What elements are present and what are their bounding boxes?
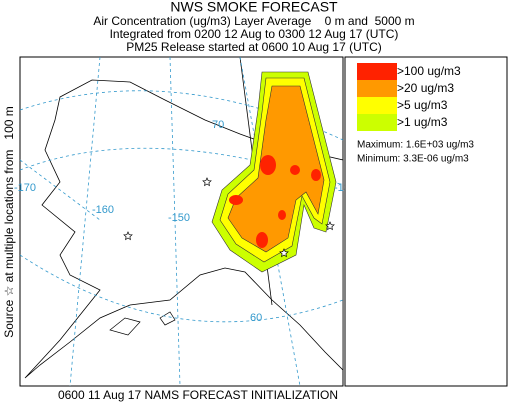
legend-label: >5 ug/m3 xyxy=(397,98,448,112)
graticule xyxy=(69,56,101,387)
graticule xyxy=(19,254,344,323)
legend: Maximum: 1.6E+03 ug/m3 Minimum: 3.3E-06 … xyxy=(344,56,508,387)
smoke-contour-20 xyxy=(227,85,325,253)
legend-swatch xyxy=(357,80,397,97)
legend-label: >100 ug/m3 xyxy=(397,64,461,78)
graticule-label: -170 xyxy=(14,182,36,194)
minimum: Minimum: 3.3E-06 ug/m3 xyxy=(357,154,469,165)
legend-swatch xyxy=(357,63,397,80)
maximum: Maximum: 1.6E+03 ug/m3 xyxy=(357,140,474,151)
graticule xyxy=(169,56,181,387)
legend-swatch xyxy=(357,97,397,114)
graticule xyxy=(19,159,101,221)
side-label: Source ☆ at multiple locations from 100 … xyxy=(2,106,16,338)
map-panel: 70 -170 -160 -150 -130 60 xyxy=(14,56,356,387)
graticule xyxy=(239,56,301,387)
legend-label: >20 ug/m3 xyxy=(397,81,454,95)
graticule-label: 60 xyxy=(250,312,262,324)
subtitle: Integrated from 0200 12 Aug to 0300 12 A… xyxy=(110,27,399,41)
islands xyxy=(109,311,176,336)
legend-label: >1 ug/m3 xyxy=(397,115,448,129)
subtitle: Air Concentration (ug/m3) Layer Average … xyxy=(93,14,414,28)
graticule-label: -150 xyxy=(168,212,190,224)
graticule-label: -160 xyxy=(92,204,114,216)
graticule-label: 70 xyxy=(212,119,224,131)
legend-swatch xyxy=(357,114,397,131)
subtitle: PM25 Release started at 0600 10 Aug 17 (… xyxy=(126,40,381,54)
footer: 0600 11 Aug 17 NAMS FORECAST INITIALIZAT… xyxy=(58,388,338,402)
smoke-contour-100 xyxy=(229,155,321,248)
title: NWS SMOKE FORECAST xyxy=(170,0,338,15)
